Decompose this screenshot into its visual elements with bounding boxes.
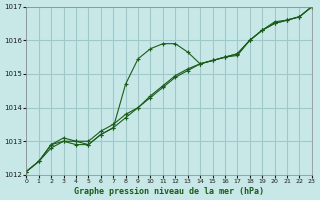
- X-axis label: Graphe pression niveau de la mer (hPa): Graphe pression niveau de la mer (hPa): [74, 187, 264, 196]
